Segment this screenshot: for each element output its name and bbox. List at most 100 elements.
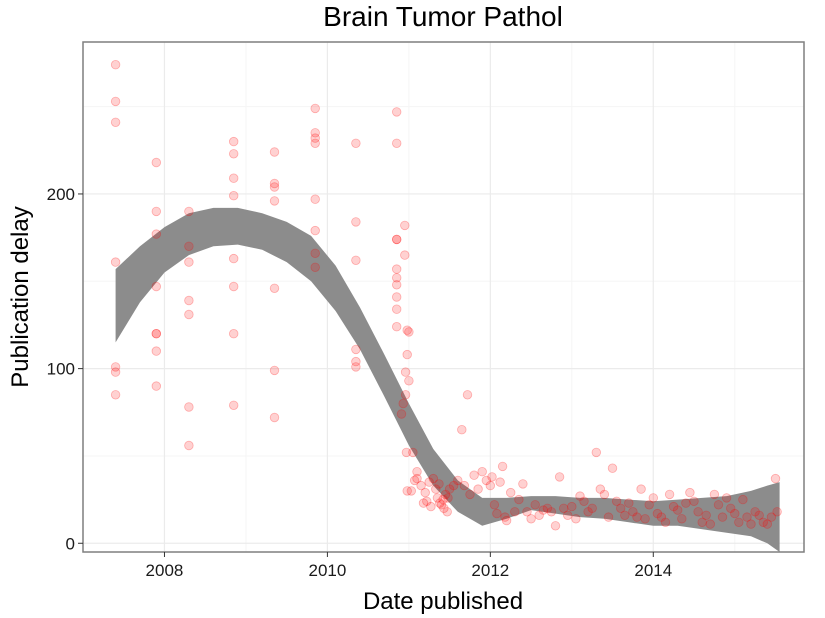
data-point (449, 480, 459, 491)
x-tick-label: 2012 (471, 561, 509, 580)
data-point (110, 59, 121, 70)
data-point (392, 304, 402, 314)
data-point (701, 510, 711, 521)
y-tick-label: 0 (66, 534, 75, 553)
data-point (438, 494, 448, 505)
data-point (530, 500, 540, 510)
data-point (184, 257, 194, 267)
data-point (408, 447, 418, 458)
data-point (269, 178, 280, 189)
data-point (424, 477, 434, 487)
y-tick-label: 100 (47, 360, 75, 379)
data-point (709, 489, 720, 500)
data-point (401, 447, 412, 458)
data-point (538, 505, 549, 515)
data-point (636, 484, 646, 494)
data-point (640, 514, 650, 524)
data-point (392, 273, 402, 283)
data-point (351, 356, 361, 367)
panel-border (82, 41, 805, 553)
y-axis-ticks: 0 100 200 (47, 185, 83, 553)
data-point (465, 489, 475, 500)
data-point (506, 487, 516, 498)
data-point (436, 500, 447, 510)
data-point (742, 512, 752, 522)
data-point (554, 472, 565, 482)
data-point (648, 493, 659, 503)
data-point (489, 500, 500, 510)
data-point (269, 283, 280, 294)
data-point (310, 138, 320, 149)
data-point (526, 514, 536, 524)
data-point (420, 487, 430, 498)
data-point (673, 505, 683, 515)
data-point (750, 507, 760, 517)
data-point (620, 510, 630, 521)
data-point (591, 447, 602, 458)
data-point (310, 128, 320, 138)
data-point (734, 517, 744, 528)
data-point (269, 182, 280, 192)
data-point (758, 517, 769, 528)
data-point (563, 510, 573, 521)
data-point (412, 473, 422, 484)
data-point (656, 512, 667, 522)
x-tick-label: 2010 (308, 561, 346, 580)
data-point (510, 507, 520, 517)
data-point (228, 190, 239, 201)
data-point (652, 508, 663, 519)
data-point (151, 329, 162, 339)
data-point (587, 503, 597, 514)
data-point (418, 498, 429, 508)
data-point (351, 362, 361, 372)
data-point (416, 480, 426, 491)
data-point (721, 493, 732, 503)
data-point (469, 470, 479, 480)
points-layer (110, 59, 782, 531)
data-point (453, 475, 463, 486)
data-point (514, 494, 524, 505)
data-point (660, 517, 671, 528)
data-point (392, 138, 402, 149)
data-point (432, 493, 443, 503)
data-point (400, 250, 410, 260)
data-point (184, 241, 194, 252)
data-point (664, 489, 675, 500)
data-point (402, 349, 412, 360)
data-point (477, 467, 487, 477)
data-point (184, 206, 194, 217)
smooth-confidence-band (115, 207, 780, 552)
data-point (269, 147, 280, 157)
data-point (730, 508, 740, 519)
data-point (459, 480, 470, 491)
data-point (412, 467, 422, 477)
data-point (351, 255, 361, 265)
data-point (392, 280, 402, 290)
x-tick-label: 2014 (634, 561, 672, 580)
data-point (599, 489, 610, 500)
data-point (228, 136, 239, 147)
data-point (351, 344, 361, 355)
data-point (713, 500, 724, 510)
data-point (110, 390, 121, 400)
data-point (442, 507, 452, 517)
data-point (151, 281, 162, 292)
data-point (440, 489, 451, 500)
data-point (434, 479, 444, 489)
data-point (575, 491, 585, 501)
smooth-band-layer (115, 207, 780, 552)
data-point (228, 281, 239, 292)
data-point (110, 257, 121, 267)
data-point (351, 138, 361, 149)
data-point (443, 493, 453, 503)
x-tick-label: 2008 (146, 561, 184, 580)
data-point (392, 292, 402, 302)
data-point (151, 346, 162, 356)
data-point (431, 484, 441, 494)
data-point (628, 507, 638, 517)
grid-minor (83, 42, 804, 552)
data-point (406, 486, 417, 496)
data-point (444, 484, 455, 494)
data-point (310, 133, 320, 143)
data-point (398, 398, 408, 409)
